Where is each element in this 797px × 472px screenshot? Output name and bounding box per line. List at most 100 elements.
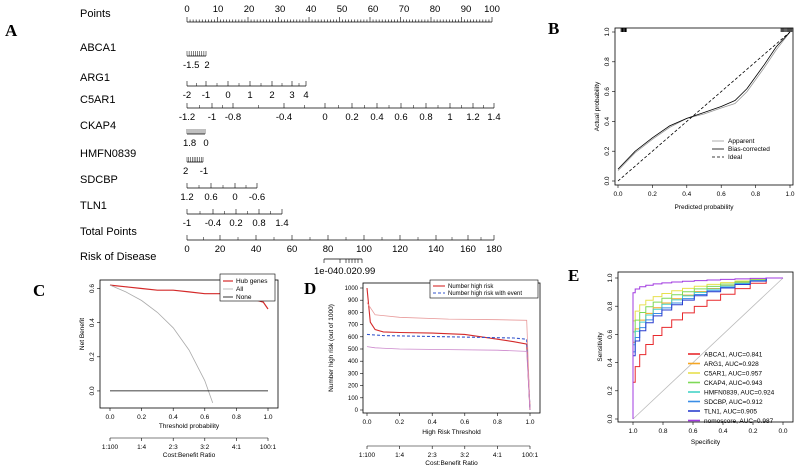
nomogram-tick-total-points-9: 180 xyxy=(486,244,502,255)
roc-legend-label: HMFN0839, AUC=0.924 xyxy=(704,390,775,397)
dca-x-label: Threshold probability xyxy=(159,423,220,430)
points-tick-10: 10 xyxy=(213,4,224,15)
nomogram-tick-c5ar1-11: 1.4 xyxy=(487,112,500,123)
nomogram-tick-arg1-2: 0 xyxy=(225,90,230,101)
calibration-x-tick-label: 0.4 xyxy=(682,191,691,198)
nomogram-tick-arg1-5: 3 xyxy=(289,90,294,101)
dca-cost-tick-label: 2:3 xyxy=(169,444,178,451)
nomogram-tick-total-points-6: 120 xyxy=(392,244,408,255)
dca-frame xyxy=(99,279,279,409)
roc-x-tick-label: 1.0 xyxy=(628,428,637,435)
decision-curve-panel: 0.0 0.2 0.4 0.6 0.8 1.0 Threshold probability 0… xyxy=(79,273,279,459)
dca-x-tick-label: 0.0 xyxy=(105,414,114,421)
roc-legend-label: nomoscore, AUC=0.987 xyxy=(704,418,774,425)
nomogram-tick-total-points-5: 100 xyxy=(356,244,372,255)
cic-y-label: Number high risk (out of 1000) xyxy=(328,304,335,392)
dca-x-tick-label: 0.4 xyxy=(169,414,178,421)
nomogram-tick-total-points-1: 20 xyxy=(215,244,226,255)
points-tick-70: 70 xyxy=(399,4,410,15)
calibration-x-tick-label: 0.2 xyxy=(648,191,657,198)
nomogram-tick-total-points-8: 160 xyxy=(460,244,476,255)
nomogram-tick-abca1-0: -1.5 xyxy=(183,60,199,71)
roc-y-label: Sensitivity xyxy=(597,332,604,362)
calibration-frame xyxy=(614,27,794,186)
dca-x-tick-label: 0.8 xyxy=(232,414,241,421)
calibration-legend-label: Apparent xyxy=(728,138,755,145)
nomogram-tick-ckap4-1: 0 xyxy=(203,138,208,149)
calibration-y-tick-label: 0.6 xyxy=(604,87,611,96)
cic-x-label: High Risk Threshold xyxy=(422,429,481,436)
roc-legend-label: ARG1, AUC=0.928 xyxy=(704,361,759,368)
nomogram-tick-tln1-0: -1 xyxy=(183,218,191,229)
nomogram-tick-abca1-1: 2 xyxy=(204,60,209,71)
cic-y-tick-label: 700 xyxy=(348,323,359,329)
nomogram-tick-total-points-0: 0 xyxy=(184,244,189,255)
cic-line-number-high-risk xyxy=(366,287,531,411)
points-tick-50: 50 xyxy=(337,4,348,15)
nomogram-tick-total-points-4: 80 xyxy=(323,244,334,255)
calibration-line-ideal xyxy=(617,31,791,182)
nomogram-tick-sdcbp-2: 0 xyxy=(232,192,237,203)
panel-letter-a: A xyxy=(5,21,18,40)
nomogram-tick-total-points-3: 60 xyxy=(287,244,298,255)
nomogram-tick-tln1-4: 1.4 xyxy=(275,218,288,229)
nomogram-tick-tln1-1: -0.4 xyxy=(205,218,221,229)
cic-cost-tick-label: 100:1 xyxy=(522,452,539,459)
roc-y-tick-label: 0.2 xyxy=(607,386,614,395)
risk-tick-labels: 1e-040.020.99 xyxy=(314,266,375,277)
nomogram-tick-c5ar1-2: -0.8 xyxy=(225,112,241,123)
roc-legend-label: CKAP4, AUC=0.943 xyxy=(704,380,763,387)
nomogram-tick-c5ar1-5: 0.2 xyxy=(345,112,358,123)
nomogram-tick-c5ar1-9: 1 xyxy=(447,112,452,123)
nomogram-tick-arg1-1: -1 xyxy=(202,90,210,101)
cic-x-tick-label: 0.8 xyxy=(493,419,502,426)
cic-x-tick-label: 0.4 xyxy=(428,419,437,426)
nomogram-label-sdcbp: SDCBP xyxy=(80,174,118,186)
nomogram-tick-c5ar1-4: 0 xyxy=(322,112,327,123)
nomogram-label-abca1: ABCA1 xyxy=(80,42,116,54)
nomogram-tick-total-points-7: 140 xyxy=(428,244,444,255)
cic-y-tick-label: 400 xyxy=(348,359,359,365)
calibration-y-tick-label: 0.4 xyxy=(604,117,611,126)
nomogram-tick-tln1-2: 0.2 xyxy=(229,218,242,229)
nomogram-label-tln1: TLN1 xyxy=(80,200,107,212)
cic-frame xyxy=(362,282,541,414)
roc-x-tick-label: 0.8 xyxy=(658,428,667,435)
dca-y-tick-label: 0.2 xyxy=(89,352,96,361)
dca-cost-tick-label: 1:100 xyxy=(102,444,119,451)
nomogram-tick-sdcbp-3: -0.6 xyxy=(249,192,265,203)
cic-y-tick-label: 100 xyxy=(348,396,359,402)
panel-letter-e: E xyxy=(568,266,579,285)
points-tick-100: 100 xyxy=(484,4,500,15)
panel-letter-d: D xyxy=(304,279,316,298)
roc-diagonal xyxy=(632,277,784,420)
roc-x-label: Specificity xyxy=(691,439,721,446)
nomogram-tick-hmfn0839-0: 2 xyxy=(183,166,188,177)
points-tick-80: 80 xyxy=(430,4,441,15)
dca-x-tick-label: 1.0 xyxy=(263,414,272,421)
dca-legend-label: All xyxy=(236,286,244,293)
nomogram-label-total-points: Total Points xyxy=(80,226,137,238)
points-tick-30: 30 xyxy=(275,4,286,15)
nomogram-label-risk-of-disease: Risk of Disease xyxy=(80,251,156,263)
nomogram-tick-c5ar1-10: 1.2 xyxy=(466,112,479,123)
nomogram-label-c5ar1: C5AR1 xyxy=(80,94,115,106)
nomogram-tick-c5ar1-7: 0.6 xyxy=(394,112,407,123)
nomogram-tick-hmfn0839-1: -1 xyxy=(200,166,208,177)
roc-curve-nomoscore xyxy=(632,277,783,419)
nomogram-tick-ckap4-0: 1.8 xyxy=(183,138,196,149)
roc-x-tick-label: 0.4 xyxy=(718,428,727,435)
cic-cost-tick-label: 1:100 xyxy=(359,452,376,459)
nomogram-tick-c5ar1-0: -1.2 xyxy=(179,112,195,123)
panel-letter-c: C xyxy=(33,281,45,300)
dca-cost-label: Cost:Benefit Ratio xyxy=(163,452,216,459)
calibration-y-tick-label: 0.2 xyxy=(604,146,611,155)
nomogram-label-ckap4: CKAP4 xyxy=(80,120,116,132)
roc-legend-label: C5AR1, AUC=0.957 xyxy=(704,371,762,378)
calibration-y-label: Actual probability xyxy=(594,81,601,131)
roc-panel: 1.0 0.8 0.6 0.4 0.2 0.0 Specificity 0.0 0.2 0.4 0.… xyxy=(597,271,794,446)
cic-y-tick-label: 1000 xyxy=(345,286,359,292)
dca-y-tick-label: 0.0 xyxy=(89,386,96,395)
